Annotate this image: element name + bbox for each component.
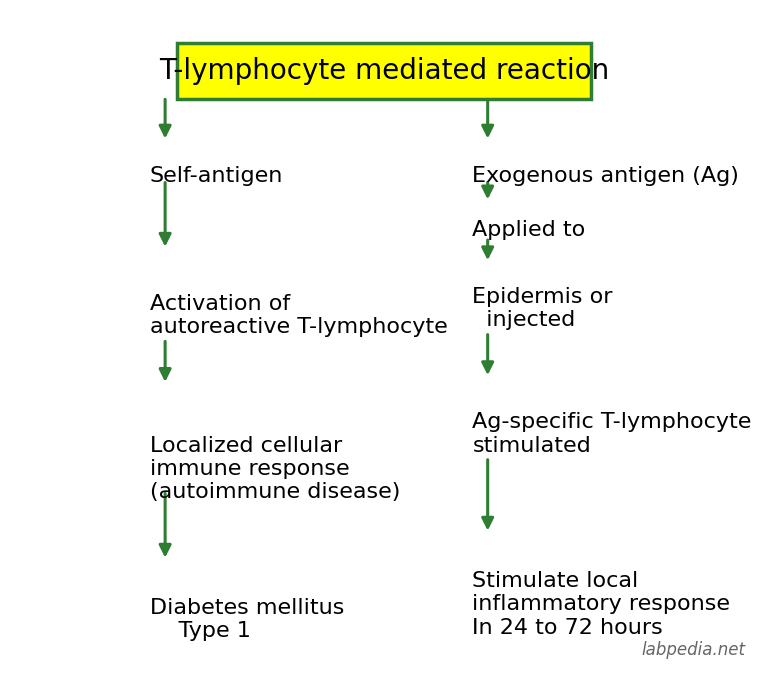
Text: labpedia.net: labpedia.net [641, 641, 745, 659]
FancyBboxPatch shape [177, 43, 591, 99]
Text: Exogenous antigen (Ag): Exogenous antigen (Ag) [472, 166, 739, 186]
Text: Localized cellular
immune response
(autoimmune disease): Localized cellular immune response (auto… [150, 436, 400, 502]
Text: Diabetes mellitus
    Type 1: Diabetes mellitus Type 1 [150, 598, 344, 642]
Text: Ag-specific T-lymphocyte
stimulated: Ag-specific T-lymphocyte stimulated [472, 412, 752, 456]
Text: Applied to: Applied to [472, 220, 585, 240]
Text: Stimulate local
inflammatory response
In 24 to 72 hours: Stimulate local inflammatory response In… [472, 571, 730, 637]
Text: Activation of
autoreactive T-lymphocyte: Activation of autoreactive T-lymphocyte [150, 294, 448, 337]
Text: Self-antigen: Self-antigen [150, 166, 283, 186]
Text: T-lymphocyte mediated reaction: T-lymphocyte mediated reaction [159, 57, 609, 85]
Text: Epidermis or
  injected: Epidermis or injected [472, 287, 613, 331]
